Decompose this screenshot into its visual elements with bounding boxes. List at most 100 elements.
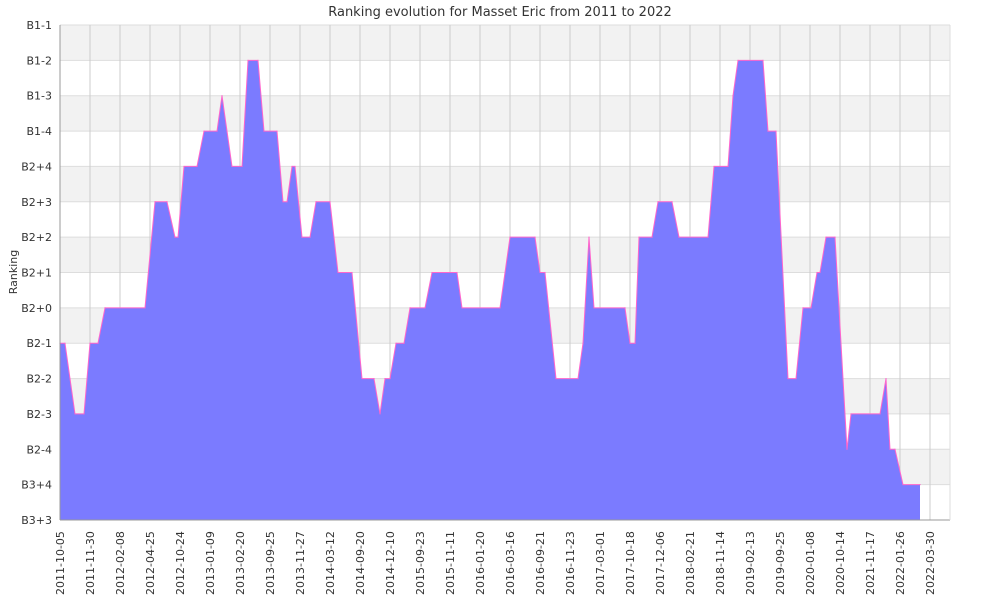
y-tick-label: B2-4 [26, 443, 52, 456]
data-point [894, 448, 896, 450]
data-point [762, 59, 764, 61]
data-point [64, 342, 66, 344]
x-tick-label: 2013-01-09 [204, 531, 217, 595]
data-point [104, 307, 106, 309]
x-tick-label: 2021-11-17 [864, 531, 877, 595]
data-point [403, 342, 405, 344]
x-tick-label: 2013-11-27 [294, 531, 307, 595]
data-point [154, 201, 156, 203]
x-tick-label: 2016-11-23 [564, 531, 577, 595]
data-point [582, 342, 584, 344]
y-tick-label: B2+2 [21, 231, 52, 244]
data-point [850, 413, 852, 415]
y-tick-label: B1-1 [26, 19, 52, 32]
data-point [499, 307, 501, 309]
data-point [301, 236, 303, 238]
data-point [373, 377, 375, 380]
data-point [544, 271, 546, 274]
x-tick-label: 2020-01-08 [804, 531, 817, 595]
x-tick-label: 2013-02-20 [234, 531, 247, 595]
x-tick-label: 2014-03-12 [324, 531, 337, 595]
data-point [424, 307, 426, 309]
x-tick-label: 2022-01-26 [894, 531, 907, 595]
data-point [329, 201, 331, 203]
y-tick-label: B2+4 [21, 160, 52, 173]
data-point [593, 307, 595, 309]
x-tick-label: 2017-10-18 [624, 531, 637, 595]
data-point [337, 271, 339, 274]
x-tick-label: 2014-12-10 [384, 531, 397, 595]
data-point [409, 307, 411, 309]
data-point [713, 165, 715, 168]
data-point [846, 448, 848, 450]
data-point [707, 236, 709, 238]
y-tick-label: B1-2 [26, 54, 52, 67]
grid-band [60, 95, 950, 132]
data-point [379, 413, 381, 415]
data-point [89, 342, 91, 344]
data-point [834, 236, 836, 238]
data-point [727, 165, 729, 168]
data-point [902, 484, 904, 486]
data-point [577, 377, 579, 380]
x-tick-label: 2019-02-13 [744, 531, 757, 595]
data-point [166, 201, 168, 203]
data-point [351, 271, 353, 274]
data-point [174, 236, 176, 238]
data-point [629, 342, 631, 344]
y-tick-label: B2-2 [26, 373, 52, 386]
data-point [534, 236, 536, 238]
x-tick-label: 2020-10-14 [834, 531, 847, 595]
data-point [395, 342, 397, 344]
y-tick-label: B1-3 [26, 90, 52, 103]
axes [59, 25, 951, 521]
data-point [885, 377, 887, 380]
data-point [183, 165, 185, 168]
data-point [879, 413, 881, 415]
x-tick-label: 2015-11-11 [444, 531, 457, 595]
x-tick-labels: 2011-10-05 2011-11-30 2012-02-08 2012-04-25… [54, 531, 937, 595]
x-tick-label: 2018-11-14 [714, 531, 727, 595]
x-tick-label: 2017-03-01 [594, 531, 607, 595]
data-point [634, 342, 636, 344]
data-point [203, 130, 205, 132]
data-point [767, 130, 769, 132]
data-point [241, 165, 243, 168]
data-point [389, 377, 391, 380]
data-point [257, 59, 259, 61]
data-point [775, 130, 777, 132]
x-tick-label: 2013-09-25 [264, 531, 277, 595]
x-tick-label: 2015-09-23 [414, 531, 427, 595]
data-point [810, 307, 812, 309]
y-tick-label: B2+3 [21, 196, 52, 209]
series-area [60, 60, 920, 520]
series-area-group [59, 59, 921, 520]
data-point [638, 236, 640, 238]
data-point [651, 236, 653, 238]
data-point [177, 236, 179, 238]
data-point [889, 448, 891, 450]
data-point [816, 271, 818, 274]
grid-band [60, 131, 950, 167]
grid-band [60, 60, 950, 96]
data-point [787, 377, 789, 380]
data-point [216, 130, 218, 132]
data-point [795, 377, 797, 380]
x-tick-label: 2011-11-30 [84, 531, 97, 595]
x-tick-label: 2017-12-06 [654, 531, 667, 595]
data-point [384, 377, 386, 380]
y-axis-label: Ranking [7, 250, 20, 295]
data-point [456, 271, 458, 274]
y-tick-label: B3+3 [21, 514, 52, 527]
data-point [97, 342, 99, 344]
data-point [509, 236, 511, 238]
data-point [276, 130, 278, 132]
data-point [588, 236, 590, 238]
data-point [196, 165, 198, 168]
data-point [671, 201, 673, 203]
data-point [263, 130, 265, 132]
data-point [461, 307, 463, 309]
x-tick-label: 2011-10-05 [54, 531, 67, 595]
y-tick-label: B1-4 [26, 125, 52, 138]
